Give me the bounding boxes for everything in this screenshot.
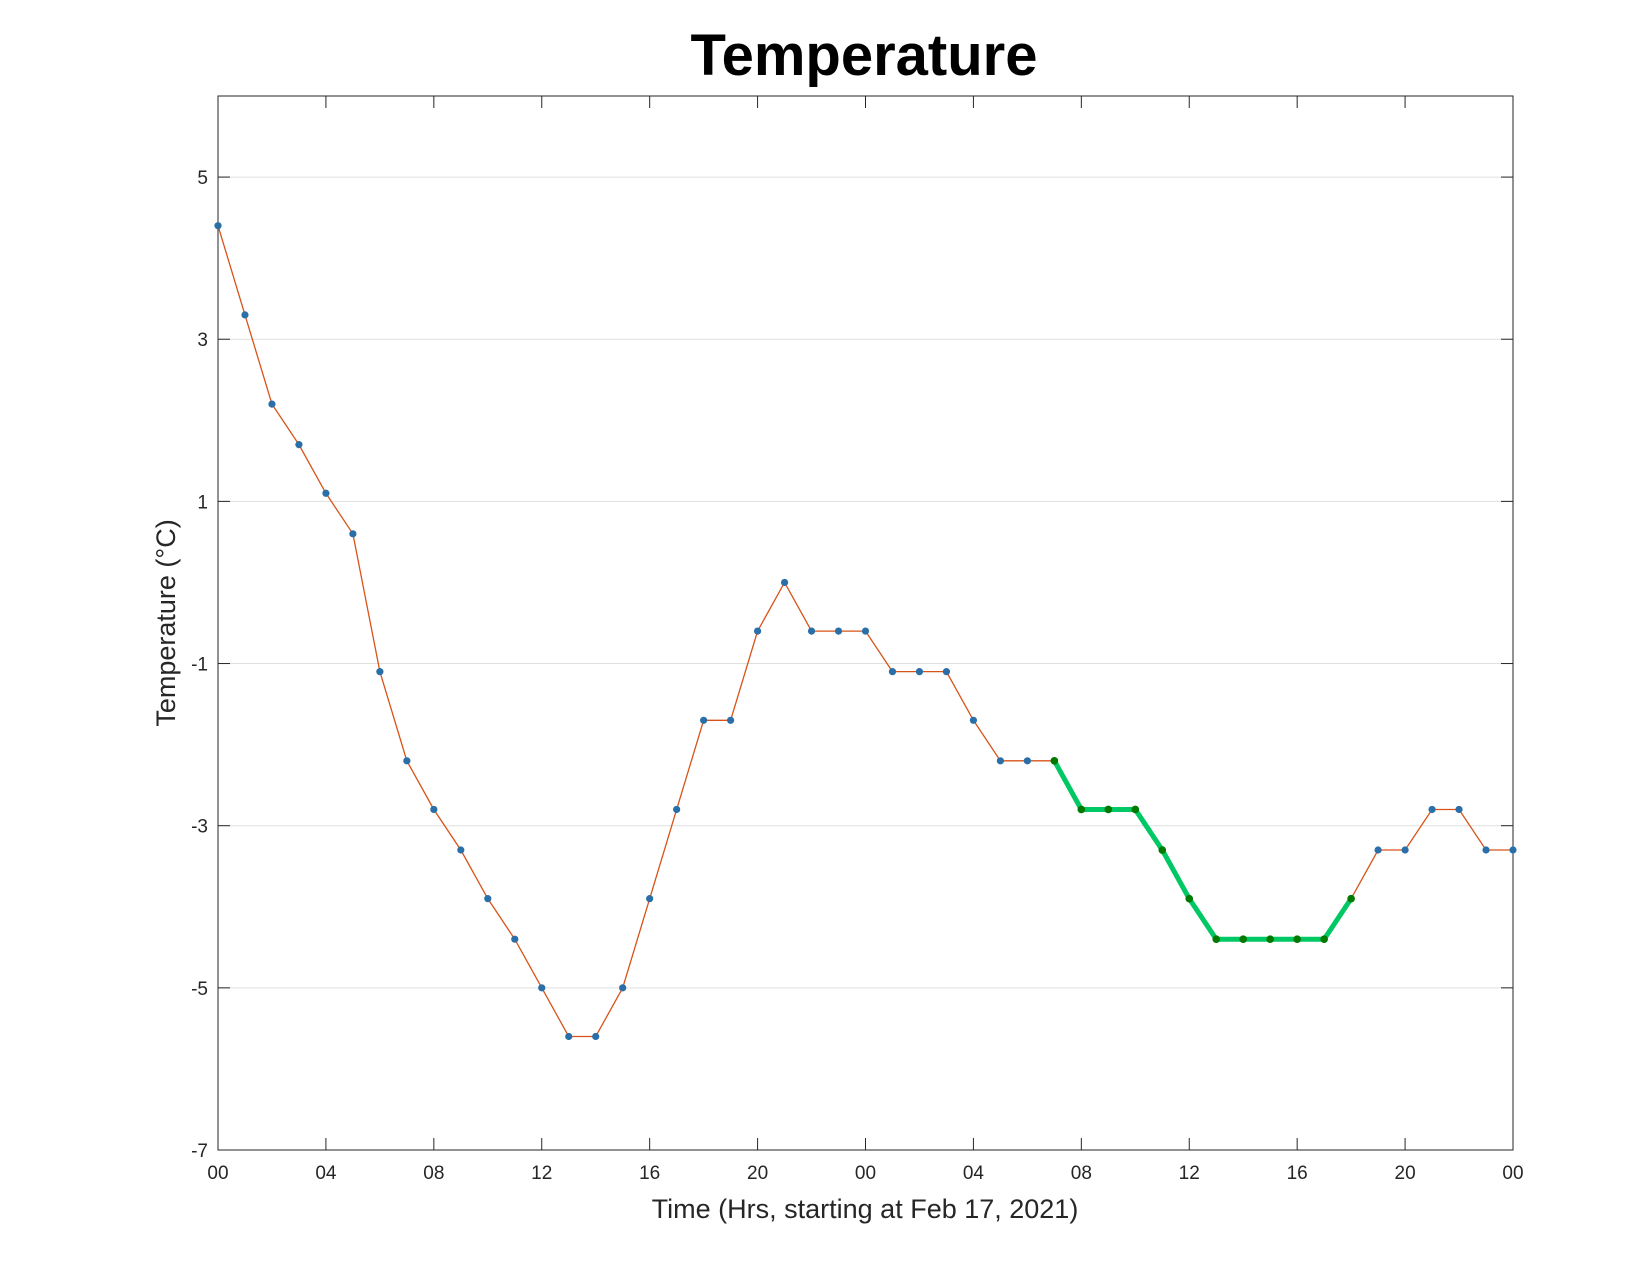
y-tick-label: -1	[191, 655, 208, 676]
y-tick-label: -3	[191, 817, 208, 838]
x-tick-label: 04	[315, 1163, 337, 1184]
y-tick-label: 3	[197, 330, 208, 351]
y-tick-label: 5	[197, 168, 208, 189]
x-tick-label: 20	[1395, 1163, 1416, 1184]
x-tick-label: 16	[639, 1163, 660, 1184]
x-axis-label: Time (Hrs, starting at Feb 17, 2021)	[652, 1194, 1079, 1224]
data-point	[646, 895, 654, 903]
x-tick-label: 00	[1502, 1163, 1523, 1184]
highlight-point-markers	[1050, 757, 1355, 943]
data-point	[511, 935, 519, 943]
y-tick-label: -7	[191, 1141, 208, 1162]
data-point	[915, 668, 924, 676]
highlight-data-point	[1104, 805, 1113, 814]
x-tick-label: 00	[855, 1163, 876, 1184]
data-point	[780, 578, 789, 587]
highlight-data-point	[1131, 805, 1140, 814]
highlight-data-point	[1050, 757, 1059, 765]
x-tick-label: 04	[963, 1163, 985, 1184]
highlight-data-point	[1158, 846, 1167, 854]
highlight-data-point	[1212, 935, 1221, 943]
y-axis-label: Temperature (°C)	[151, 519, 181, 726]
data-point	[349, 530, 357, 538]
data-point	[673, 805, 681, 814]
highlight-data-point	[1185, 894, 1194, 903]
data-point	[565, 1032, 573, 1041]
data-point	[996, 757, 1004, 765]
data-point	[241, 311, 249, 319]
data-point	[1455, 805, 1463, 814]
data-point	[861, 627, 870, 635]
data-point	[1509, 846, 1517, 854]
data-point	[834, 627, 843, 635]
data-point	[268, 400, 276, 408]
highlight-data-point	[1347, 894, 1355, 903]
highlight-data-point	[1266, 935, 1274, 943]
highlight-data-point	[1077, 805, 1086, 814]
data-point	[1023, 757, 1031, 765]
axis-ticks	[217, 96, 1514, 1151]
data-point	[727, 716, 735, 724]
data-point	[1374, 846, 1382, 854]
data-point	[295, 441, 303, 449]
x-tick-label: 20	[747, 1163, 768, 1184]
data-point	[538, 984, 546, 992]
data-point	[942, 668, 951, 676]
y-tick-label: -5	[191, 979, 208, 1000]
plot-area-frame	[217, 95, 1514, 1151]
highlight-data-point	[1293, 935, 1301, 943]
data-point	[1482, 846, 1490, 854]
data-point	[592, 1032, 600, 1041]
data-point	[700, 716, 708, 724]
data-point	[484, 895, 492, 903]
data-point-markers	[214, 222, 1517, 1041]
x-tick-label: 12	[531, 1163, 552, 1184]
y-tick-label: 1	[197, 492, 208, 513]
data-point	[214, 222, 222, 230]
data-point	[1428, 805, 1436, 814]
x-tick-label: 08	[1071, 1163, 1092, 1184]
data-point	[376, 668, 384, 676]
gridlines	[218, 176, 1513, 989]
data-point	[753, 627, 762, 635]
data-point	[403, 757, 411, 765]
highlight-series-line	[1051, 758, 1354, 942]
data-point	[430, 805, 438, 814]
data-point	[619, 984, 627, 992]
x-tick-labels: 00 04 08 12 16 20 00 04 08 12 16 20 00	[207, 1163, 1523, 1184]
data-point	[457, 846, 465, 854]
x-tick-label: 16	[1287, 1163, 1308, 1184]
data-point	[1401, 846, 1409, 854]
data-point	[969, 716, 978, 724]
highlight-data-point	[1239, 935, 1248, 943]
highlight-data-point	[1320, 935, 1328, 943]
y-tick-labels: 5 3 1 -1 -3 -5 -7	[191, 168, 208, 1162]
x-tick-label: 08	[423, 1163, 444, 1184]
data-point	[888, 668, 897, 676]
x-tick-label: 00	[207, 1163, 228, 1184]
x-tick-label: 12	[1179, 1163, 1200, 1184]
chart-title: Temperature	[690, 23, 1037, 88]
data-point	[807, 627, 816, 635]
data-point	[322, 489, 330, 497]
